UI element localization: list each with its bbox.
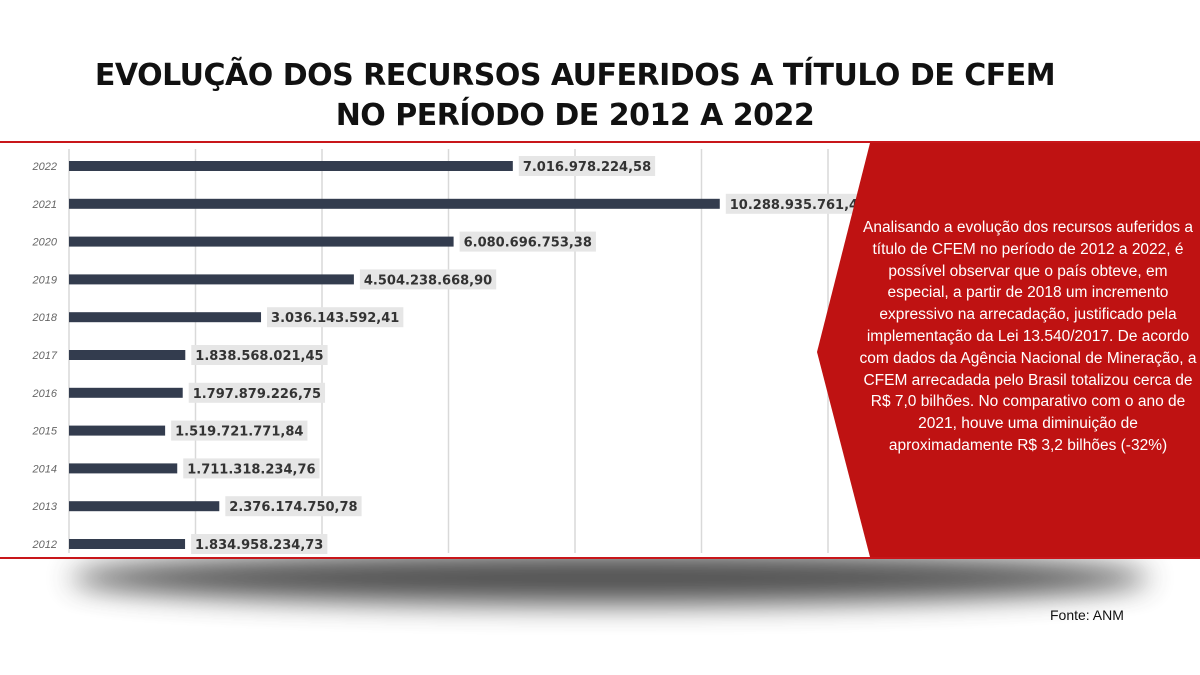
data-label: 1.711.318.234,76	[187, 462, 315, 477]
year-tick-label: 2012	[32, 539, 57, 551]
data-label: 1.797.879.226,75	[193, 387, 321, 402]
bar	[69, 425, 166, 436]
bar	[69, 539, 186, 549]
data-label-background	[359, 269, 497, 290]
year-tick-label: 2014	[32, 463, 57, 475]
data-label-background	[191, 534, 328, 554]
bar	[69, 387, 183, 398]
card-shadow	[70, 552, 1150, 604]
year-tick-label: 2020	[32, 237, 58, 249]
bar-chart: 2022 7.016.978.224,58 2021 10.288.935.761,4…	[32, 149, 872, 554]
data-label-background	[225, 496, 362, 517]
year-tick-label: 2013	[32, 501, 58, 513]
data-label-background	[518, 156, 656, 176]
data-label: 2.376.174.750,78	[229, 500, 357, 515]
year-tick-label: 2016	[32, 388, 58, 400]
data-label-background	[459, 231, 596, 252]
bar	[69, 463, 178, 474]
bar	[69, 312, 262, 323]
data-label: 4.504.238.668,90	[364, 273, 492, 288]
data-label: 7.016.978.224,58	[523, 160, 651, 175]
data-label: 10.288.935.761,49	[730, 198, 867, 213]
bar	[69, 501, 220, 512]
page-title: EVOLUÇÃO DOS RECURSOS AUFERIDOS A TÍTULO…	[94, 58, 1056, 133]
data-label: 3.036.143.592,41	[271, 311, 399, 326]
data-label-background	[191, 345, 328, 365]
bar	[69, 161, 513, 171]
bar	[69, 236, 454, 247]
data-label: 1.838.568.021,45	[195, 349, 323, 364]
year-tick-label: 2019	[32, 274, 57, 286]
data-label-background	[267, 307, 404, 328]
bar	[69, 198, 720, 209]
data-label: 1.519.721.771,84	[175, 425, 303, 440]
data-label-background	[171, 420, 308, 441]
data-label-background	[183, 458, 320, 479]
data-label: 6.080.696.753,38	[464, 236, 592, 251]
info-panel-text: Analisando a evolução dos recursos aufer…	[859, 219, 1197, 454]
data-label-background	[725, 193, 872, 214]
info-panel-shape	[817, 143, 1200, 557]
year-tick-label: 2017	[32, 350, 58, 362]
year-tick-label: 2021	[32, 199, 57, 211]
year-tick-label: 2018	[32, 312, 58, 324]
bar	[69, 350, 186, 360]
source-note: Fonte: ANM	[1050, 607, 1124, 623]
info-panel-background	[817, 143, 1200, 557]
data-label-background	[188, 382, 326, 403]
data-label: 1.834.958.234,73	[195, 538, 323, 553]
bar	[69, 274, 354, 285]
year-tick-label: 2022	[32, 161, 57, 173]
year-tick-label: 2015	[32, 426, 58, 438]
